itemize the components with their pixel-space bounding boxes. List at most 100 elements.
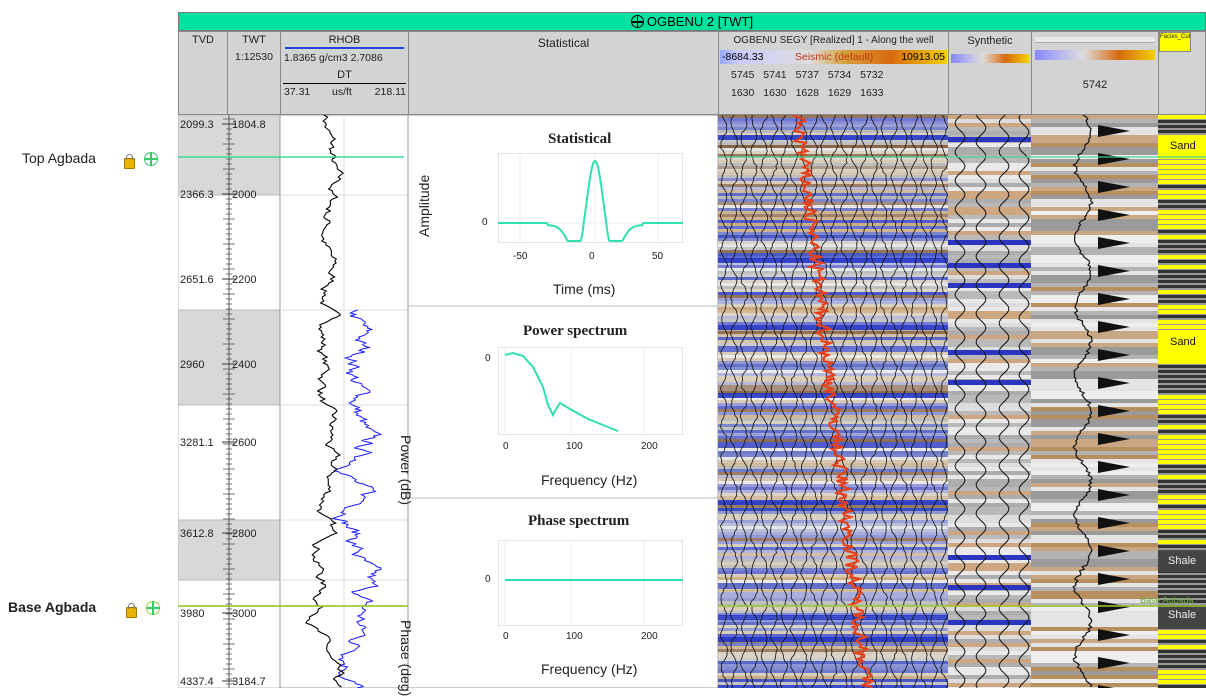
synthetic-band bbox=[948, 515, 1031, 519]
seismic2-band bbox=[1031, 351, 1158, 355]
seismic-band bbox=[718, 265, 948, 268]
seismic-band bbox=[718, 163, 948, 166]
twt-tick-label: 1804.8 bbox=[232, 119, 266, 131]
synthetic-band bbox=[948, 531, 1031, 535]
seismic-band bbox=[718, 514, 948, 517]
seismic-band bbox=[718, 442, 948, 445]
seismic-band bbox=[718, 256, 948, 259]
facies-band bbox=[1158, 395, 1206, 399]
seismic2-band bbox=[1031, 547, 1158, 551]
twt-track-header[interactable]: TWT 1:12530 bbox=[228, 32, 281, 115]
synthetic-track-header[interactable]: Synthetic bbox=[949, 32, 1032, 115]
base-agbada-label[interactable]: Base Agbada bbox=[8, 599, 97, 615]
facies-band bbox=[1158, 285, 1206, 288]
seismic2-band bbox=[1031, 495, 1158, 499]
synthetic-band bbox=[948, 387, 1031, 391]
xtick-label: 200 bbox=[641, 441, 658, 452]
log-track-header[interactable]: RHOB 1.8365 g/cm3 2.7086 DT 37.31 us/ft … bbox=[281, 32, 409, 115]
lock-icon[interactable] bbox=[126, 603, 137, 618]
seismic-band bbox=[718, 295, 948, 298]
seismic2-band bbox=[1031, 463, 1158, 467]
seismic-band bbox=[718, 466, 948, 469]
synthetic-reflector bbox=[948, 620, 1031, 625]
seismic2-band bbox=[1031, 215, 1158, 219]
facies-band bbox=[1158, 410, 1206, 414]
facies-band bbox=[1158, 490, 1206, 493]
seismic-band bbox=[718, 118, 948, 121]
seismic-band bbox=[718, 379, 948, 382]
seismic-band bbox=[718, 484, 948, 487]
synthetic-band bbox=[948, 231, 1031, 235]
statistical-track-header[interactable]: Statistical bbox=[409, 32, 719, 115]
seismic-band bbox=[718, 181, 948, 184]
seismic2-band bbox=[1031, 371, 1158, 375]
seismic-track-header[interactable]: OGBENU SEGY [Realized] 1 - Along the wel… bbox=[719, 32, 949, 115]
seismic2-band bbox=[1031, 179, 1158, 183]
seismic-trace bbox=[789, 115, 799, 688]
seismic2-band bbox=[1031, 311, 1158, 315]
seismic-trace bbox=[719, 115, 729, 688]
tvd-tick-label: 3281.1 bbox=[180, 437, 214, 449]
seismic-trace bbox=[759, 115, 769, 688]
seismic2-band bbox=[1031, 511, 1158, 515]
time-xlabel: Time (ms) bbox=[553, 281, 616, 297]
synthetic-band bbox=[948, 367, 1031, 371]
well-title-bar[interactable]: OGBENU 2 [TWT] bbox=[178, 12, 1206, 31]
synthetic-band bbox=[948, 527, 1031, 531]
synthetic-band bbox=[948, 247, 1031, 251]
seismic2-band bbox=[1031, 615, 1158, 619]
top-agbada-target-icon[interactable] bbox=[144, 152, 158, 166]
top-agbada-label[interactable]: Top Agbada bbox=[22, 150, 96, 166]
seismic2-band bbox=[1031, 683, 1158, 687]
facies-band bbox=[1158, 325, 1206, 329]
seismic-reflector bbox=[718, 135, 948, 140]
synthetic-band bbox=[948, 475, 1031, 479]
facies-band bbox=[1158, 460, 1206, 464]
seismic-band bbox=[718, 262, 948, 265]
seismic2-band bbox=[1031, 491, 1158, 495]
seismic-band bbox=[718, 430, 948, 433]
seismic-band bbox=[718, 286, 948, 289]
seismic-band bbox=[718, 184, 948, 187]
tvd-track-header[interactable]: TVD bbox=[179, 32, 228, 115]
lock-icon[interactable] bbox=[124, 154, 135, 169]
seismic2-band bbox=[1031, 531, 1158, 535]
facies-track-header[interactable]: Facies_Cutoff bbox=[1159, 32, 1205, 115]
statistical-title: Statistical bbox=[548, 131, 612, 147]
seismic2-band bbox=[1031, 231, 1158, 235]
seismic2-band bbox=[1031, 399, 1158, 403]
seismic-colorbar[interactable] bbox=[720, 50, 947, 64]
seismic-band bbox=[718, 679, 948, 682]
track-header: TVD TWT 1:12530 RHOB 1.8365 g/cm3 2.7086… bbox=[178, 31, 1206, 115]
facies-band bbox=[1158, 225, 1206, 229]
seismic-band bbox=[718, 565, 948, 568]
synthetic-band bbox=[948, 391, 1031, 395]
seismic-reflector bbox=[718, 615, 948, 620]
well-title: OGBENU 2 [TWT] bbox=[646, 14, 754, 29]
seismic-band bbox=[718, 313, 948, 316]
facies-band bbox=[1158, 595, 1206, 598]
synthetic-band bbox=[948, 643, 1031, 647]
seismic2-band bbox=[1031, 679, 1158, 683]
synthetic-band bbox=[948, 195, 1031, 199]
seismic-band bbox=[718, 526, 948, 529]
seismic-band bbox=[718, 460, 948, 463]
seismic-band bbox=[718, 670, 948, 673]
base-agbada-target-icon[interactable] bbox=[146, 601, 160, 615]
ytick-label: 0 bbox=[485, 353, 491, 364]
seismic-section bbox=[718, 115, 948, 688]
facies-band bbox=[1158, 245, 1206, 248]
seismic-band bbox=[718, 445, 948, 448]
synthetic-band bbox=[948, 667, 1031, 671]
facies-band bbox=[1158, 445, 1206, 449]
synthetic-reflector bbox=[948, 380, 1031, 385]
seismic2-track-header[interactable]: 5742 bbox=[1032, 32, 1159, 115]
synthetic-band bbox=[948, 575, 1031, 579]
twt-tick-label: 2600 bbox=[232, 437, 256, 449]
tvd-tick-label: 3980 bbox=[180, 608, 204, 620]
seismic-trace bbox=[739, 115, 749, 688]
facies-band bbox=[1158, 415, 1206, 418]
seismic2-band bbox=[1031, 427, 1158, 431]
facies-band bbox=[1158, 645, 1206, 649]
trace-id: 5737 bbox=[795, 69, 819, 81]
